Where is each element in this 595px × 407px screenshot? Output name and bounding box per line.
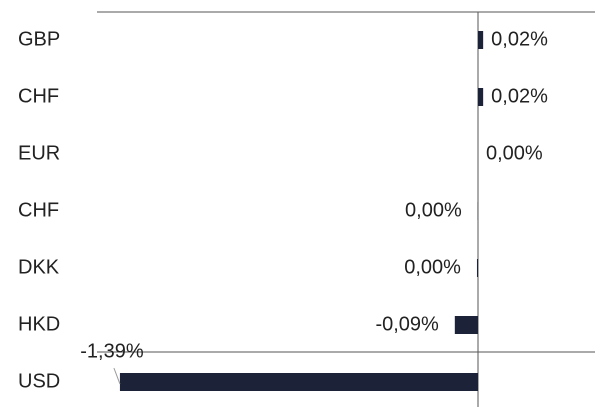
value-label: 0,02% — [491, 28, 548, 50]
leader-line — [113, 367, 121, 385]
value-label: 0,00% — [405, 199, 462, 221]
y-tick-label: DKK — [18, 256, 60, 278]
y-tick-label: CHF — [18, 85, 59, 107]
value-label: 0,00% — [486, 142, 543, 164]
y-tick-label: HKD — [18, 313, 60, 335]
value-label: 0,02% — [491, 85, 548, 107]
y-tick-label: CHF — [18, 199, 59, 221]
y-tick-label: USD — [18, 370, 60, 392]
bar — [476, 259, 478, 277]
y-tick-label: GBP — [18, 28, 60, 50]
value-label: 0,00% — [404, 256, 461, 278]
value-label: -0,09% — [375, 313, 439, 335]
y-tick-label: EUR — [18, 142, 60, 164]
bar — [454, 316, 478, 334]
value-label: -1,39% — [80, 340, 144, 362]
bar — [478, 31, 484, 49]
bar — [119, 373, 478, 391]
bar — [478, 88, 484, 106]
